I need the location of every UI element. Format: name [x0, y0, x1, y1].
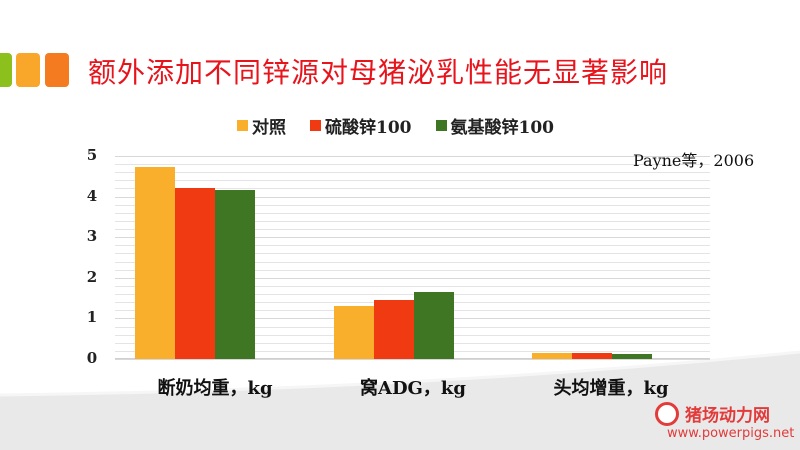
bar: [413, 292, 454, 359]
bar: [333, 306, 374, 359]
legend-label: 硫酸锌100: [325, 118, 412, 138]
y-tick-label: 2: [86, 267, 98, 286]
bar: [215, 190, 256, 359]
legend-swatch-zinc-sulfate: [310, 120, 321, 131]
y-tick-label: 5: [86, 146, 98, 164]
gridline-major: [115, 359, 710, 360]
legend-item-control: 对照: [237, 113, 286, 138]
legend-label: 氨基酸锌100: [450, 118, 555, 138]
square-green: [0, 53, 12, 87]
bar: [175, 188, 216, 359]
legend-item-zinc-sulfate: 硫酸锌100: [310, 113, 412, 138]
y-tick-label: 1: [86, 308, 98, 327]
gridline-minor: [115, 253, 710, 255]
gridline-minor: [115, 245, 710, 247]
gridline-major: [115, 277, 710, 279]
gridline-minor: [115, 261, 710, 263]
citation: Payne等，2006: [633, 151, 755, 170]
chart-legend: 对照 硫酸锌100 氨基酸锌100: [237, 113, 554, 138]
square-orange: [45, 53, 69, 87]
gridline-minor: [115, 164, 710, 166]
slide-title: 额外添加不同锌源对母猪泌乳性能无显著影响: [88, 56, 669, 89]
legend-label: 对照: [252, 118, 286, 138]
x-tick-label: 断奶均重，kg: [157, 378, 273, 399]
bar: [373, 300, 414, 359]
gridline-major: [115, 196, 710, 198]
x-tick-label: 头均增重，kg: [553, 378, 669, 399]
bar: [135, 167, 176, 359]
watermark-url: www.powerpigs.net: [667, 426, 795, 441]
gridline-minor: [115, 188, 710, 190]
gridline-minor: [115, 285, 710, 287]
square-yellow: [16, 53, 40, 87]
plot-area: [115, 156, 710, 360]
gridline-minor: [115, 229, 710, 231]
gridline-minor: [115, 212, 710, 214]
bar: [571, 352, 612, 359]
legend-swatch-control: [237, 120, 248, 131]
gridline-major: [115, 156, 710, 157]
gridline-minor: [115, 294, 710, 296]
y-tick-label: 4: [86, 186, 98, 205]
gridline-minor: [115, 204, 710, 206]
legend-swatch-zinc-amino: [435, 120, 447, 131]
gridline-minor: [115, 172, 710, 174]
y-tick-label: 3: [86, 227, 98, 246]
watermark-name: 猪场动力网: [685, 406, 770, 426]
gridline-minor: [115, 180, 710, 182]
legend-item-zinc-amino: 氨基酸锌100: [435, 113, 555, 138]
x-tick-label: 窝ADG，kg: [359, 378, 466, 399]
bar: [531, 352, 572, 359]
gridline-minor: [115, 220, 710, 222]
gridline-minor: [115, 269, 710, 271]
y-tick-label: 0: [86, 349, 98, 367]
watermark-logo-icon: [655, 402, 679, 426]
bar: [611, 354, 652, 359]
gridline-major: [115, 237, 710, 239]
